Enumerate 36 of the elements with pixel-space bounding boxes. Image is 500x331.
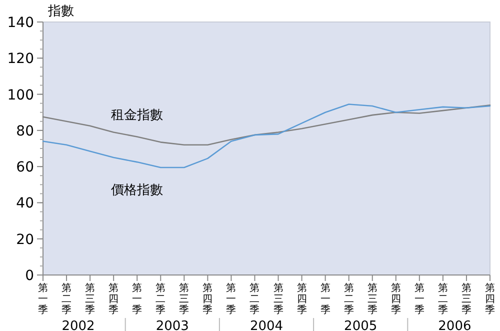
series-label: 價格指數: [111, 183, 164, 198]
y-tick-label: 80: [16, 123, 34, 140]
y-tick-label: 40: [16, 196, 34, 212]
x-tick-label: 第一季: [226, 282, 236, 316]
y-tick-label: 100: [7, 87, 34, 104]
x-tick-label: 第三季: [461, 282, 472, 316]
x-tick-label: 第二季: [438, 282, 448, 316]
x-tick-label: 第一季: [320, 282, 330, 316]
y-axis-title: 指數: [47, 4, 74, 19]
x-tick-label: 第三季: [85, 282, 96, 316]
x-tick-label: 第三季: [367, 282, 378, 316]
x-tick-label: 第一季: [38, 282, 48, 316]
x-tick-label: 第一季: [414, 282, 424, 316]
y-tick-label: 140: [7, 15, 34, 31]
text: 2004: [250, 319, 284, 331]
series-label: 租金指數: [111, 108, 164, 123]
text: 2002: [62, 319, 95, 331]
y-tick-label: 0: [25, 268, 34, 284]
x-tick-label: 第四季: [202, 282, 213, 316]
x-tick-label: 第四季: [390, 282, 401, 316]
x-tick-label: 第二季: [156, 282, 166, 316]
text: 2006: [438, 319, 472, 331]
y-tick-label: 60: [16, 160, 34, 176]
x-tick-label: 第二季: [344, 282, 354, 316]
text: 2003: [156, 319, 189, 331]
y-tick-label: 120: [7, 51, 34, 68]
x-tick-label: 第四季: [108, 282, 119, 316]
x-tick-label: 第四季: [296, 282, 307, 316]
text: 2005: [344, 319, 378, 331]
x-tick-label: 第二季: [62, 282, 72, 316]
x-tick-label: 第四季: [485, 282, 495, 316]
x-tick-label: 第三季: [179, 282, 190, 316]
y-tick-label: 20: [16, 232, 34, 248]
x-tick-label: 第一季: [132, 282, 142, 316]
x-tick-label: 第二季: [250, 282, 260, 316]
x-tick-label: 第三季: [273, 282, 284, 316]
